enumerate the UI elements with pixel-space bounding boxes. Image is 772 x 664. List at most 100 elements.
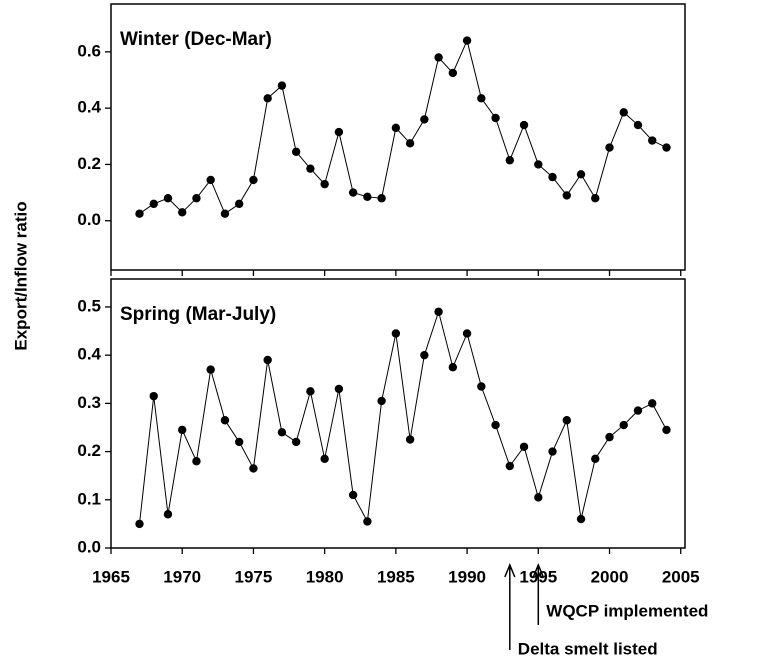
data-point [576,170,586,179]
y-tick-label: 0.2 [77,441,101,460]
plot-frame [110,3,686,271]
data-point [648,399,657,408]
x-tick-label: 1975 [235,567,273,586]
data-point [477,94,486,103]
y-tick-label: 0.1 [77,489,101,508]
plot-frame [110,278,686,549]
data-point [548,447,557,456]
data-point [363,192,372,202]
annotation-arrow [532,563,544,625]
data-point [234,437,244,447]
data-point [320,179,329,189]
data-point [192,457,201,466]
data-point [562,191,571,200]
data-point [234,199,244,209]
data-point [363,517,372,526]
data-point [448,68,458,78]
x-tick-label: 1980 [306,567,344,586]
y-tick-label: 0.4 [77,345,101,364]
data-point [633,406,643,415]
data-point [220,209,230,218]
x-tick-label: 2000 [591,567,629,586]
data-point [249,175,258,185]
data-point [277,81,287,90]
data-point [605,432,614,442]
data-point [291,437,301,447]
y-tick-label: 0.4 [77,98,101,117]
data-point [220,416,230,425]
data-point [662,425,671,435]
data-point [576,514,586,524]
data-point [178,425,187,435]
data-point [434,53,443,62]
data-point [306,164,315,173]
panel-title: Winter (Dec-Mar) [120,29,272,50]
data-point [662,143,671,152]
data-point [491,113,500,123]
data-point [135,519,144,529]
data-point [591,194,600,203]
y-tick-label: 0.5 [77,296,101,315]
x-tick-label: 1970 [163,567,201,586]
data-point [391,123,401,133]
data-point [548,172,557,182]
data-point [163,194,173,203]
data-point [505,156,515,165]
data-point [348,188,358,197]
data-point [619,420,628,430]
data-point [149,199,158,209]
data-point [206,175,215,185]
data-point [334,127,344,137]
data-point [320,454,329,464]
data-point [348,490,358,500]
y-tick-label: 0.3 [77,393,101,412]
data-point [391,329,401,338]
annotation-text: Delta smelt listed [518,639,658,658]
data-point [334,384,344,394]
data-point [534,493,543,502]
series-line [139,39,667,215]
data-point [534,160,543,169]
data-point [505,461,515,471]
data-point [434,307,443,316]
y-axis-label: Export/Inflow ratio [11,201,30,350]
x-tick-label: 2005 [662,567,700,586]
panel-title: Spring (Mar-July) [120,304,276,325]
data-point [519,442,529,451]
data-point [135,209,144,218]
series-line [138,309,667,524]
y-tick-label: 0.0 [77,537,101,556]
data-point [377,194,386,203]
data-point [405,435,415,444]
data-point [178,208,187,217]
y-tick-label: 0.2 [77,154,101,173]
annotation-arrow [504,563,516,650]
data-point [420,350,429,360]
x-tick-label: 1990 [448,567,486,586]
data-point [477,382,486,391]
data-point [648,136,657,145]
data-point [405,139,415,148]
y-tick-label: 0.6 [77,41,101,60]
data-point [277,428,287,437]
data-point [562,416,571,425]
data-point [633,120,643,130]
data-point [163,510,173,519]
data-point [206,365,215,374]
x-tick-label: 1965 [92,567,130,586]
data-point [519,120,529,130]
data-point [448,363,458,372]
data-point [249,464,258,473]
data-point [591,454,600,464]
data-point [619,108,628,117]
data-point [192,194,201,203]
data-point [462,36,472,45]
data-point [263,355,272,365]
y-tick-label: 0.0 [77,210,101,229]
data-point [605,143,614,152]
data-point [420,115,429,124]
data-point [263,94,272,103]
data-point [462,329,472,338]
data-point [377,396,386,406]
